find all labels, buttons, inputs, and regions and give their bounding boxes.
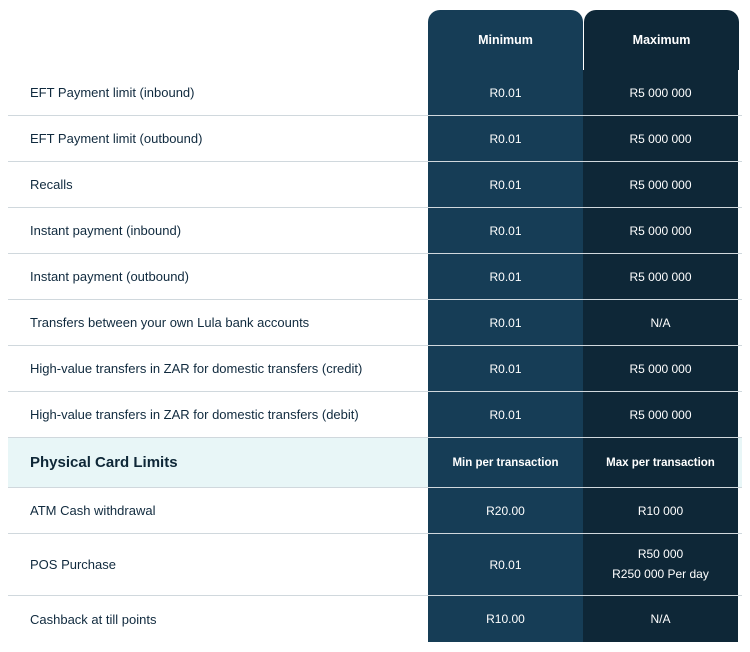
table-row: ATM Cash withdrawal R20.00 R10 000 <box>8 488 742 534</box>
section-max: Max per transaction <box>583 438 738 487</box>
row-label: Transfers between your own Lula bank acc… <box>8 300 428 345</box>
row-max: N/A <box>583 300 738 345</box>
row-label: High-value transfers in ZAR for domestic… <box>8 346 428 391</box>
header-empty-cell <box>8 10 428 70</box>
table-row: Cashback at till points R10.00 N/A <box>8 596 742 642</box>
table-row: EFT Payment limit (inbound) R0.01 R5 000… <box>8 70 742 116</box>
table-row: Instant payment (inbound) R0.01 R5 000 0… <box>8 208 742 254</box>
row-label: Instant payment (outbound) <box>8 254 428 299</box>
row-label: High-value transfers in ZAR for domestic… <box>8 392 428 437</box>
row-max-line1: R50 000 <box>638 545 683 564</box>
header-max-cell: Maximum <box>584 10 739 70</box>
table-row: High-value transfers in ZAR for domestic… <box>8 392 742 438</box>
row-label: POS Purchase <box>8 534 428 595</box>
row-min: R10.00 <box>428 596 583 642</box>
section-label: Physical Card Limits <box>8 438 428 487</box>
row-max: N/A <box>583 596 738 642</box>
row-max: R5 000 000 <box>583 116 738 161</box>
row-max-line2: R250 000 Per day <box>612 565 709 584</box>
row-min: R0.01 <box>428 346 583 391</box>
table-row: High-value transfers in ZAR for domestic… <box>8 346 742 392</box>
row-max: R5 000 000 <box>583 208 738 253</box>
row-max: R5 000 000 <box>583 346 738 391</box>
header-min-cell: Minimum <box>428 10 583 70</box>
row-min: R0.01 <box>428 392 583 437</box>
row-min: R0.01 <box>428 254 583 299</box>
row-label: ATM Cash withdrawal <box>8 488 428 533</box>
row-min: R0.01 <box>428 208 583 253</box>
row-min: R0.01 <box>428 162 583 207</box>
row-min: R0.01 <box>428 534 583 595</box>
row-label: Instant payment (inbound) <box>8 208 428 253</box>
row-max: R10 000 <box>583 488 738 533</box>
row-min: R0.01 <box>428 116 583 161</box>
row-min: R0.01 <box>428 300 583 345</box>
section-min: Min per transaction <box>428 438 583 487</box>
row-max: R5 000 000 <box>583 392 738 437</box>
row-max: R5 000 000 <box>583 162 738 207</box>
table-row: Transfers between your own Lula bank acc… <box>8 300 742 346</box>
row-label: EFT Payment limit (inbound) <box>8 70 428 115</box>
section-header-row: Physical Card Limits Min per transaction… <box>8 438 742 488</box>
table-row: EFT Payment limit (outbound) R0.01 R5 00… <box>8 116 742 162</box>
row-label: Recalls <box>8 162 428 207</box>
row-max: R50 000 R250 000 Per day <box>583 534 738 595</box>
table-row: POS Purchase R0.01 R50 000 R250 000 Per … <box>8 534 742 596</box>
table-row: Instant payment (outbound) R0.01 R5 000 … <box>8 254 742 300</box>
row-max: R5 000 000 <box>583 254 738 299</box>
row-max: R5 000 000 <box>583 70 738 115</box>
row-label: EFT Payment limit (outbound) <box>8 116 428 161</box>
table-row: Recalls R0.01 R5 000 000 <box>8 162 742 208</box>
row-min: R0.01 <box>428 70 583 115</box>
limits-table: Minimum Maximum EFT Payment limit (inbou… <box>8 10 742 642</box>
row-label: Cashback at till points <box>8 596 428 642</box>
row-min: R20.00 <box>428 488 583 533</box>
table-header-row: Minimum Maximum <box>8 10 742 70</box>
